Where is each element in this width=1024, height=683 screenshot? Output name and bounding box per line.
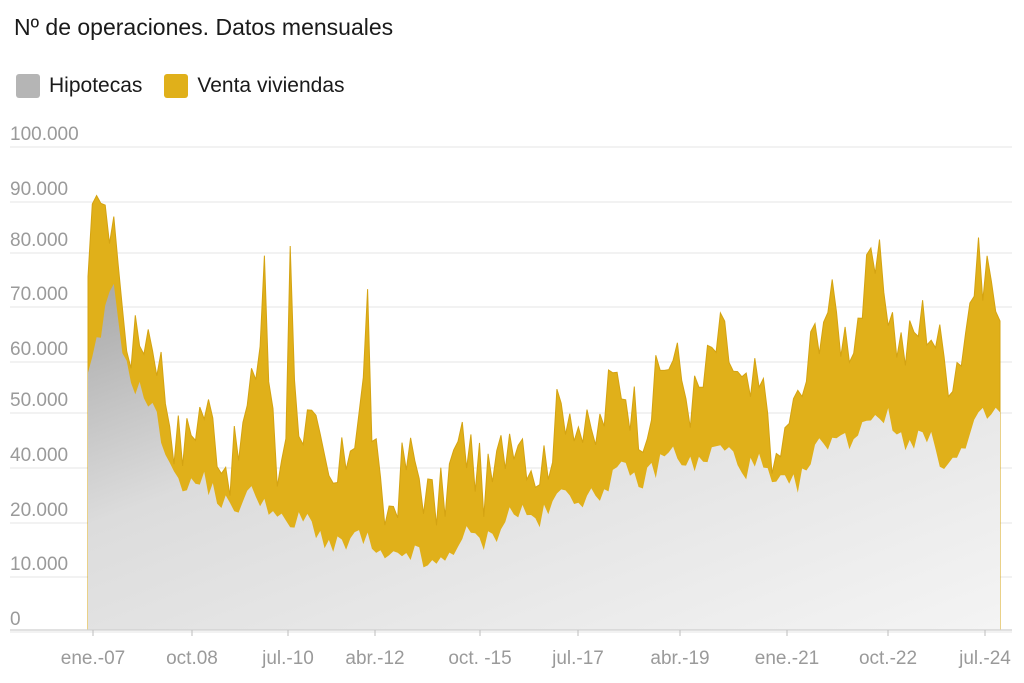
y-tick-label: 10.000	[10, 554, 68, 575]
legend-item-venta-viviendas[interactable]: Venta viviendas	[164, 74, 345, 98]
chart-title: Nº de operaciones. Datos mensuales	[14, 14, 394, 40]
y-tick-label: 100.000	[10, 124, 79, 145]
y-tick-label: 40.000	[10, 445, 68, 466]
x-tick-label: jul.-24	[958, 648, 1011, 669]
legend-swatch-venta-viviendas	[164, 74, 189, 98]
y-tick-label: 80.000	[10, 230, 68, 251]
legend-label-hipotecas: Hipotecas	[49, 74, 143, 97]
y-tick-label: 20.000	[10, 500, 68, 521]
x-tick-label: ene.-07	[61, 648, 125, 669]
legend-swatch-hipotecas	[16, 74, 40, 98]
y-tick-label: 70.000	[10, 284, 68, 305]
y-tick-label: 60.000	[10, 339, 68, 360]
x-tick-label: oct. -15	[448, 648, 511, 669]
legend-item-hipotecas[interactable]: Hipotecas	[16, 74, 142, 98]
y-tick-label: 50.000	[10, 390, 68, 411]
y-tick-label: 90.000	[10, 179, 68, 200]
x-tick-label: abr.-12	[345, 648, 404, 669]
series-area-hipotecas	[88, 283, 1000, 630]
y-tick-label: 0	[10, 609, 21, 630]
legend-label-venta-viviendas: Venta viviendas	[197, 74, 345, 97]
legend: Hipotecas Venta viviendas	[16, 74, 367, 98]
x-tick-label: jul.-17	[551, 648, 604, 669]
x-tick-label: oct.08	[166, 648, 218, 669]
x-tick-label: ene.-21	[755, 648, 819, 669]
x-tick-label: jul.-10	[261, 648, 314, 669]
x-tick-label: oct.-22	[859, 648, 917, 669]
x-tick-label: abr.-19	[650, 648, 709, 669]
